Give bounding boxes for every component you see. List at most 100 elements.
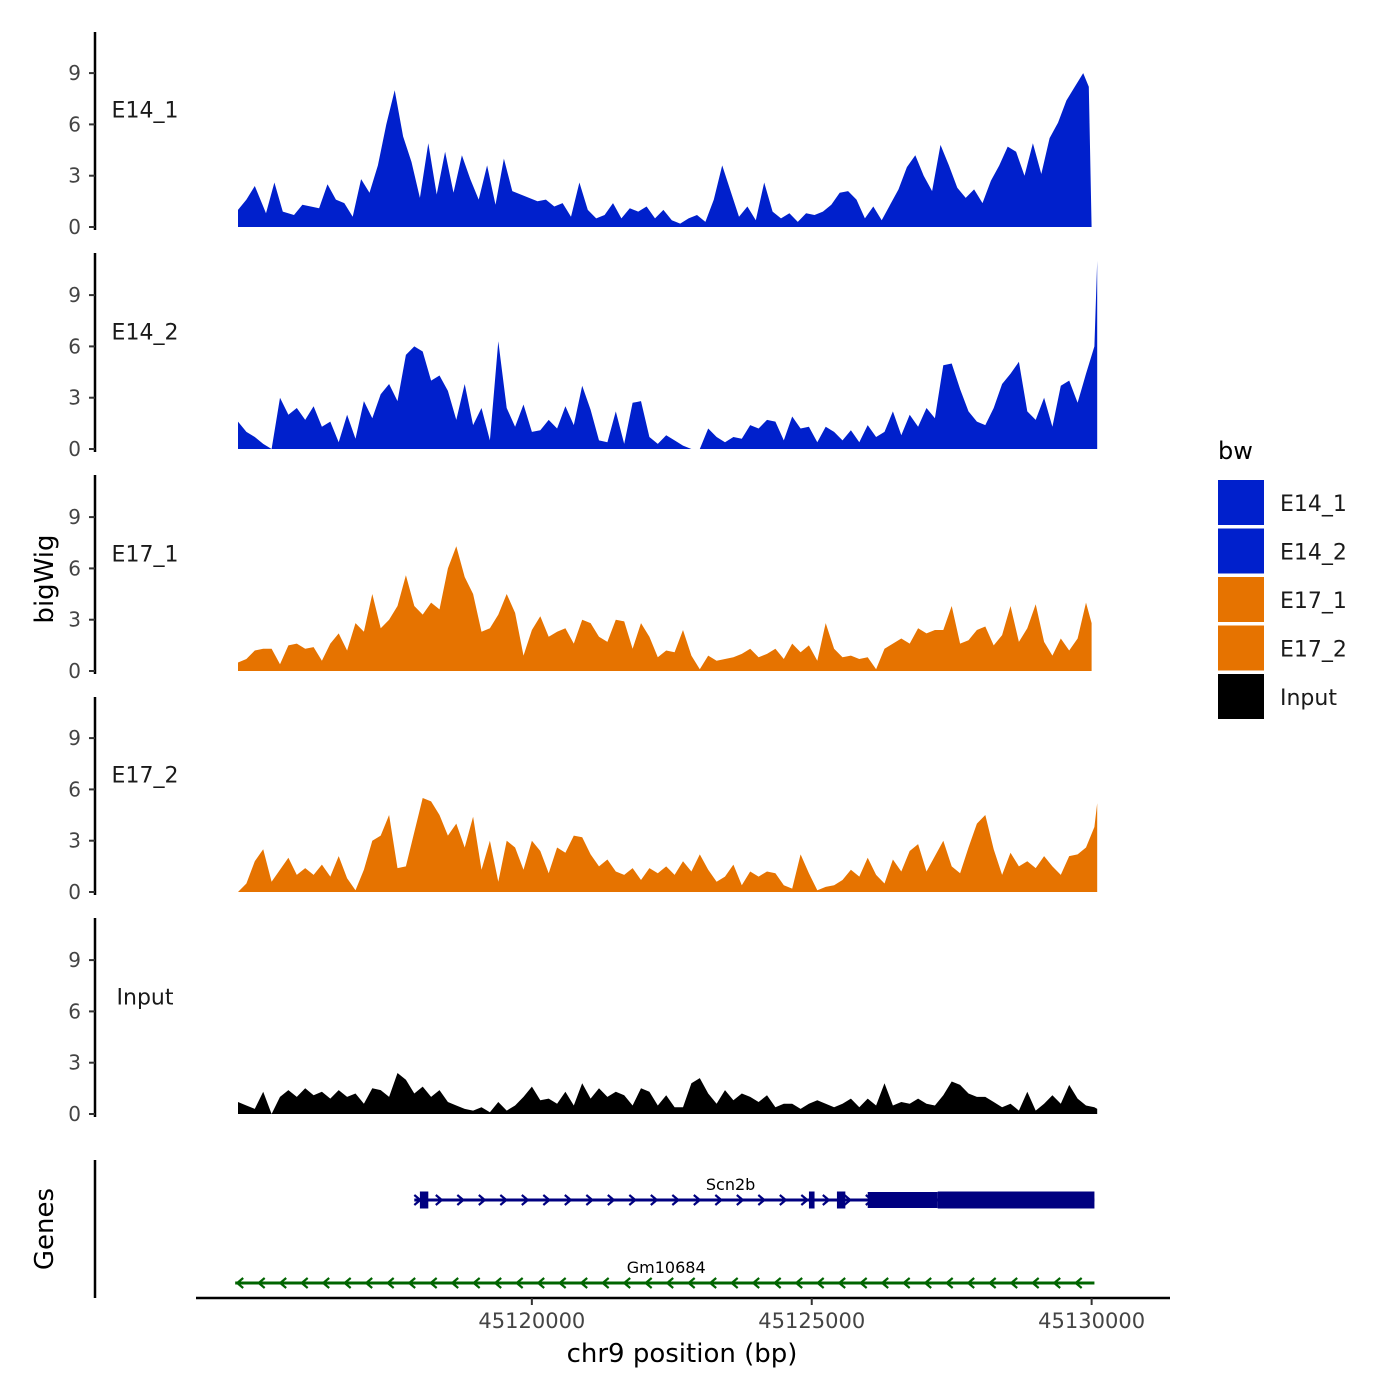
strand-arrow — [1073, 1277, 1083, 1289]
x-tick-label: 45130000 — [1038, 1309, 1145, 1333]
strand-arrow — [471, 1277, 481, 1289]
y-tick-label: 9 — [68, 283, 81, 307]
y-tick-label: 0 — [68, 215, 81, 239]
y-tick-label: 6 — [68, 334, 81, 358]
strand-arrow — [364, 1277, 373, 1289]
strand-arrow — [708, 1277, 717, 1289]
legend: bw E14_1 E14_2 E17_1 E17_2 Input — [1218, 437, 1347, 719]
strand-arrow — [493, 1277, 502, 1289]
strand-arrow — [923, 1277, 932, 1289]
y-tick-label: 0 — [68, 659, 81, 683]
strand-arrow — [607, 1194, 616, 1206]
legend-entry-e14-1: E14_1 — [1218, 480, 1347, 525]
strand-arrow — [665, 1277, 674, 1289]
strand-arrow — [450, 1277, 459, 1289]
strand-arrow — [1052, 1277, 1061, 1289]
strand-arrow — [628, 1194, 638, 1206]
y-axis-title: bigWig — [30, 534, 60, 623]
legend-swatch — [1218, 528, 1264, 574]
strand-arrow — [815, 1277, 825, 1289]
y-tick-label: 3 — [68, 829, 81, 853]
track-label: E14_2 — [112, 321, 179, 346]
strand-arrow — [428, 1277, 438, 1289]
strand-arrow — [729, 1277, 739, 1289]
strand-arrow — [880, 1277, 889, 1289]
strand-arrow — [693, 1194, 702, 1206]
genes-layer: Scn2b Gm10684 — [93, 1160, 1095, 1298]
legend-swatch — [1218, 480, 1264, 525]
y-tick-label: 9 — [68, 61, 81, 85]
strand-arrow — [901, 1277, 911, 1289]
y-tick-label: 3 — [68, 164, 81, 188]
strand-arrow — [650, 1194, 659, 1206]
legend-entry-input: Input — [1218, 674, 1337, 719]
strand-arrow — [321, 1277, 330, 1289]
track-label: E17_2 — [112, 764, 179, 789]
strand-arrow — [837, 1277, 846, 1289]
strand-arrow — [966, 1277, 975, 1289]
strand-arrow — [499, 1194, 509, 1206]
strand-arrow — [256, 1277, 266, 1289]
gene-scn2b: Scn2b — [413, 1175, 1095, 1209]
track-e14-1: 0 3 6 9 E14_1 — [68, 32, 1092, 239]
y-tick-label: 3 — [68, 1051, 81, 1075]
strand-arrow — [987, 1277, 997, 1289]
y-tick-label: 6 — [68, 777, 81, 801]
gene-label: Gm10684 — [627, 1258, 706, 1277]
tracks-layer: 0 3 6 9 E14_1 0 3 6 9 E14_2 0 3 6 9 E17_1 0 3 6 9 E17_2 0 3 6 9… — [68, 32, 1098, 1126]
strand-arrow — [385, 1277, 395, 1289]
coverage-area-e14-1 — [238, 73, 1092, 227]
strand-arrow — [564, 1194, 573, 1206]
gene-gm10684: Gm10684 — [235, 1258, 1095, 1289]
strand-arrow — [278, 1277, 287, 1289]
legend-label: E17_1 — [1280, 589, 1347, 614]
strand-arrow — [794, 1277, 803, 1289]
legend-swatch — [1218, 625, 1264, 671]
legend-label: E17_2 — [1280, 638, 1347, 663]
strand-arrow — [757, 1194, 767, 1206]
y-tick-label: 6 — [68, 112, 81, 136]
strand-arrow — [772, 1277, 782, 1289]
strand-arrow — [557, 1277, 567, 1289]
y-tick-label: 3 — [68, 608, 81, 632]
strand-arrow — [736, 1194, 745, 1206]
strand-arrow — [579, 1277, 588, 1289]
track-e17-2: 0 3 6 9 E17_2 — [68, 697, 1098, 904]
strand-arrow — [1009, 1277, 1018, 1289]
track-e14-2: 0 3 6 9 E14_2 — [68, 253, 1098, 461]
legend-title: bw — [1218, 437, 1253, 465]
y-tick-label: 6 — [68, 556, 81, 580]
y-tick-label: 9 — [68, 948, 81, 972]
legend-entry-e17-1: E17_1 — [1218, 577, 1347, 622]
y-tick-label: 9 — [68, 726, 81, 750]
x-tick-label: 45125000 — [758, 1309, 865, 1333]
exon — [937, 1191, 1095, 1209]
genes-panel-title: Genes — [30, 1188, 60, 1270]
track-label: E14_1 — [112, 99, 179, 124]
exon — [808, 1191, 815, 1209]
legend-swatch — [1218, 577, 1264, 622]
exon — [419, 1191, 429, 1209]
strand-arrow — [435, 1194, 444, 1206]
gene-label: Scn2b — [706, 1175, 755, 1194]
legend-entry-e14-2: E14_2 — [1218, 528, 1347, 574]
strand-arrow — [514, 1277, 524, 1289]
y-tick-label: 0 — [68, 880, 81, 904]
legend-swatch — [1218, 674, 1264, 719]
coverage-area-e17-2 — [238, 798, 1098, 892]
strand-arrow — [407, 1277, 416, 1289]
x-tick-label: 45120000 — [478, 1309, 585, 1333]
legend-entry-e17-2: E17_2 — [1218, 625, 1347, 671]
legend-label: E14_1 — [1280, 492, 1347, 517]
strand-arrow — [800, 1194, 810, 1206]
strand-arrow — [478, 1194, 487, 1206]
track-input: 0 3 6 9 Input — [68, 918, 1098, 1126]
strand-arrow — [671, 1194, 681, 1206]
coverage-area-e17-1 — [238, 546, 1092, 671]
strand-arrow — [944, 1277, 954, 1289]
y-tick-label: 9 — [68, 505, 81, 529]
exon — [867, 1192, 938, 1208]
strand-arrow — [600, 1277, 610, 1289]
strand-arrow — [536, 1277, 545, 1289]
strand-arrow — [299, 1277, 309, 1289]
